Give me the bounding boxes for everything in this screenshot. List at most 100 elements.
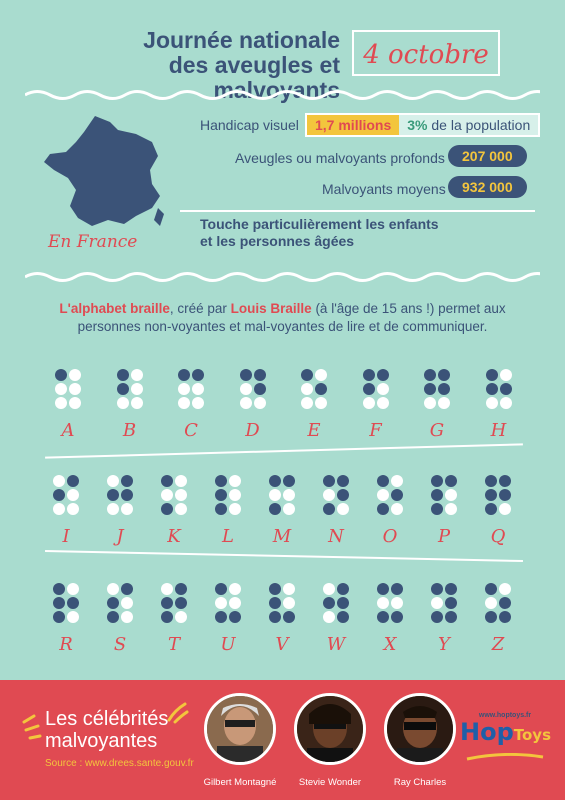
braille-dots-icon (375, 474, 405, 516)
braille-dots-icon (321, 582, 351, 624)
braille-cell-p: P (424, 474, 464, 547)
sparkle-icon (20, 712, 48, 742)
braille-dots-icon (115, 368, 145, 410)
affected-groups-text: Touche particulièrement les enfants et l… (200, 216, 439, 250)
braille-letter: R (46, 634, 86, 655)
braille-cell-m: M (262, 474, 302, 547)
avatar (204, 693, 276, 765)
braille-letter: A (48, 420, 88, 441)
braille-letter: I (46, 526, 86, 547)
braille-dots-icon (53, 368, 83, 410)
braille-letter: G (417, 420, 457, 441)
braille-cell-n: N (316, 474, 356, 547)
braille-letter: N (316, 526, 356, 547)
braille-row-divider-1 (45, 443, 523, 458)
sparkle-right-icon (165, 700, 189, 724)
celebrity-gilbert: Gilbert Montagné (190, 693, 290, 788)
logo-hop: Hop (460, 718, 514, 746)
touch-line-2: et les personnes âgées (200, 233, 439, 250)
celebrity-name: Gilbert Montagné (190, 777, 290, 788)
braille-cell-u: U (208, 582, 248, 655)
footer-title-line-1: Les célébrités (45, 708, 168, 730)
moderate-pill-wrap: 932 000 (448, 176, 527, 198)
brand-logo[interactable]: www.hoptoys.fr HopToys (460, 712, 550, 766)
braille-letter: B (110, 420, 150, 441)
braille-letter: D (233, 420, 273, 441)
avatar (384, 693, 456, 765)
braille-letter: L (208, 526, 248, 547)
braille-letter: V (262, 634, 302, 655)
braille-row-divider-2 (45, 550, 523, 562)
france-map-icon (40, 112, 170, 232)
moderate-label: Malvoyants moyens (322, 181, 446, 197)
braille-dots-icon (51, 582, 81, 624)
braille-dots-icon (213, 582, 243, 624)
handicap-label: Handicap visuel (200, 117, 299, 133)
footer-title-line-2: malvoyantes (45, 730, 168, 752)
braille-cell-t: T (154, 582, 194, 655)
celebrity-name: Stevie Wonder (280, 777, 380, 788)
braille-cell-l: L (208, 474, 248, 547)
braille-intro-line-1: L'alphabet braille, créé par Louis Brail… (40, 300, 525, 318)
intro-text-b: (à l'âge de 15 ans !) permet aux (312, 301, 506, 316)
braille-dots-icon (176, 368, 206, 410)
braille-letter: C (171, 420, 211, 441)
braille-letter: U (208, 634, 248, 655)
braille-cell-d: D (233, 368, 273, 441)
braille-cell-z: Z (478, 582, 518, 655)
braille-dots-icon (429, 474, 459, 516)
braille-dots-icon (429, 582, 459, 624)
braille-dots-icon (238, 368, 268, 410)
braille-cell-s: S (100, 582, 140, 655)
handicap-pct-suffix: de la population (431, 117, 530, 133)
handicap-pct-value: 3% (407, 117, 427, 133)
braille-letter: P (424, 526, 464, 547)
portrait-icon (387, 696, 453, 762)
date-badge: 4 octobre (352, 30, 500, 76)
profound-value: 207 000 (448, 145, 527, 167)
braille-dots-icon (484, 368, 514, 410)
intro-highlight-alphabet: L'alphabet braille (59, 301, 170, 316)
braille-cell-g: G (417, 368, 457, 441)
braille-letter: X (370, 634, 410, 655)
braille-dots-icon (375, 582, 405, 624)
braille-cell-e: E (294, 368, 334, 441)
braille-dots-icon (213, 474, 243, 516)
profound-pill-wrap: 207 000 (448, 145, 527, 167)
braille-letter: K (154, 526, 194, 547)
braille-cell-j: J (100, 474, 140, 547)
region-label: En France (48, 232, 137, 252)
braille-dots-icon (361, 368, 391, 410)
braille-letter: H (479, 420, 519, 441)
braille-dots-icon (51, 474, 81, 516)
avatar (294, 693, 366, 765)
handicap-count: 1,7 millions (307, 115, 399, 135)
braille-cell-h: H (479, 368, 519, 441)
touch-line-1: Touche particulièrement les enfants (200, 216, 439, 233)
braille-letter: Q (478, 526, 518, 547)
braille-cell-o: O (370, 474, 410, 547)
profound-label: Aveugles ou malvoyants profonds (235, 150, 445, 166)
braille-intro: L'alphabet braille, créé par Louis Brail… (40, 300, 525, 336)
braille-dots-icon (267, 582, 297, 624)
braille-letter: Y (424, 634, 464, 655)
braille-intro-line-2: personnes non-voyantes et mal-voyantes d… (40, 318, 525, 336)
moderate-value: 932 000 (448, 176, 527, 198)
braille-letter: M (262, 526, 302, 547)
source-text: Source : www.drees.sante.gouv.fr (45, 758, 194, 769)
braille-cell-f: F (356, 368, 396, 441)
stats-divider (180, 210, 535, 212)
wave-divider-middle (25, 270, 540, 284)
braille-cell-k: K (154, 474, 194, 547)
braille-letter: O (370, 526, 410, 547)
braille-cell-i: I (46, 474, 86, 547)
braille-letter: W (316, 634, 356, 655)
braille-dots-icon (159, 582, 189, 624)
braille-dots-icon (321, 474, 351, 516)
braille-cell-c: C (171, 368, 211, 441)
braille-cell-x: X (370, 582, 410, 655)
braille-dots-icon (159, 474, 189, 516)
portrait-icon (207, 696, 273, 762)
braille-cell-q: Q (478, 474, 518, 547)
footer-title: Les célébrités malvoyantes (45, 708, 168, 752)
